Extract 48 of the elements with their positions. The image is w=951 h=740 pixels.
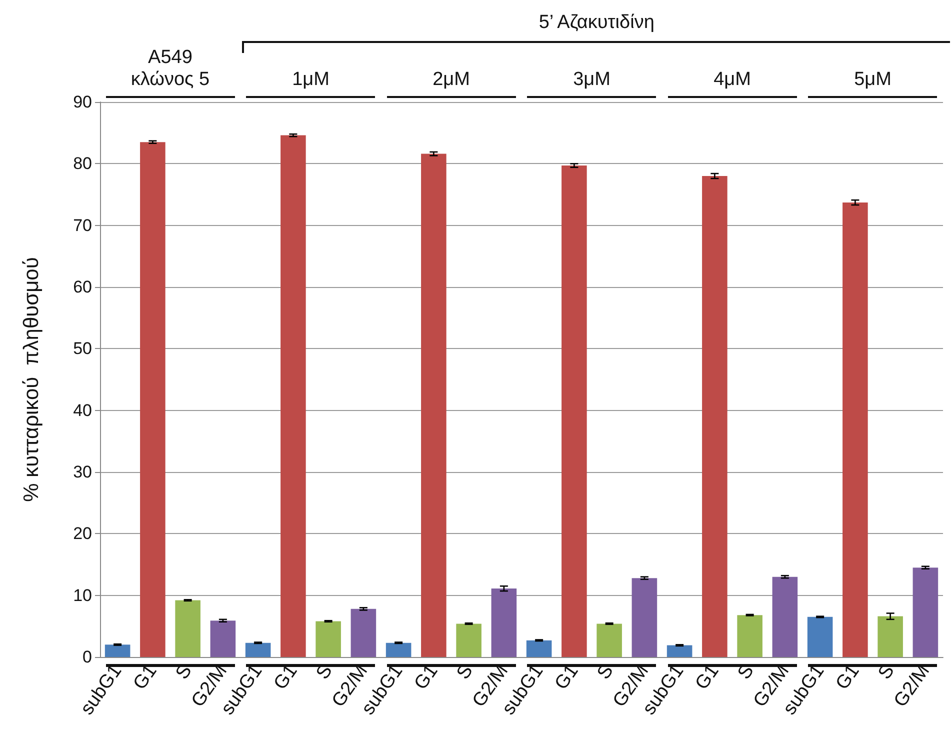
text: 4μM — [712, 69, 752, 91]
bar — [140, 142, 166, 657]
bar — [526, 640, 552, 657]
y-tick-label: 60 — [73, 278, 92, 296]
y-tick-label: 50 — [73, 339, 92, 358]
bar — [666, 645, 692, 657]
y-axis-title: % κυτταρικού πληθυσμού — [20, 257, 43, 502]
bar — [807, 616, 833, 657]
bar — [878, 616, 903, 657]
y-tick-label: 70 — [73, 216, 92, 235]
bar — [245, 642, 271, 657]
bar — [842, 202, 868, 657]
y-tick-label: 10 — [73, 586, 92, 605]
x-tick-label: G1 — [692, 660, 724, 694]
bar — [491, 588, 517, 657]
y-tick-label: 40 — [73, 400, 92, 420]
x-tick-label: G1 — [270, 660, 302, 694]
bar — [350, 608, 376, 657]
text: 5μM — [853, 69, 892, 91]
text: 1μM — [291, 69, 330, 91]
bar — [737, 615, 762, 657]
x-tick-label: G1 — [832, 660, 864, 694]
y-tick-label: 90 — [73, 92, 92, 112]
bar — [456, 624, 482, 657]
bar — [596, 624, 622, 657]
bar — [912, 568, 938, 657]
text: A549 κλώνος 5 — [130, 47, 211, 91]
y-tick-label: 30 — [73, 462, 92, 482]
bar — [702, 176, 728, 657]
text: 5’ Αζακυτιδίνη — [538, 12, 656, 34]
y-tick-label: 0 — [82, 648, 92, 666]
bar — [562, 166, 587, 657]
x-tick-label: G1 — [410, 660, 442, 694]
bar — [421, 154, 446, 657]
bar — [104, 644, 130, 657]
text: 2μM — [432, 69, 471, 91]
x-tick-label: G1 — [130, 660, 162, 694]
bar — [280, 135, 306, 657]
bar — [316, 621, 341, 657]
text: 3μM — [572, 69, 612, 91]
bar — [772, 576, 798, 657]
bar — [210, 620, 236, 657]
y-tick-label: 80 — [73, 154, 92, 174]
y-tick-label: 20 — [73, 524, 92, 544]
bar — [632, 578, 658, 657]
bar — [175, 600, 200, 657]
bar — [386, 642, 412, 657]
x-tick-label: G1 — [551, 660, 583, 694]
